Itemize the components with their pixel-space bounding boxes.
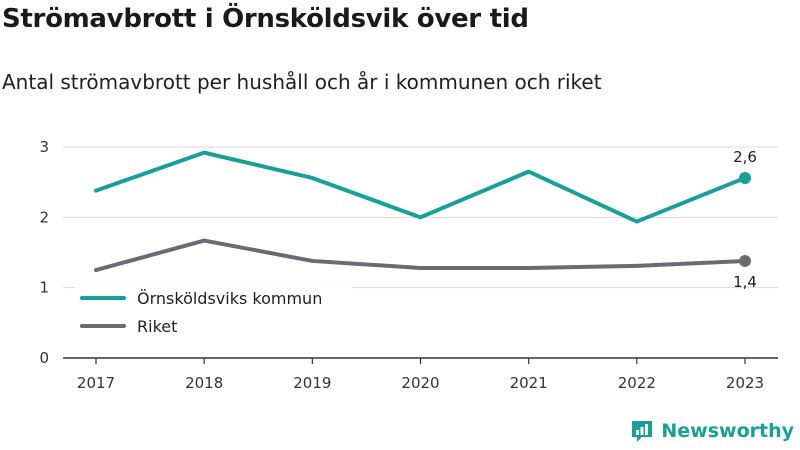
x-tick-label: 2021	[510, 374, 548, 392]
y-tick-label: 3	[39, 138, 49, 156]
data-label: 1,4	[733, 273, 757, 291]
legend-entry: Örnsköldsviks kommun	[137, 289, 322, 308]
x-tick-label: 2023	[726, 374, 764, 392]
series-line-ornskoldsvik	[94, 150, 747, 224]
x-tick-label: 2022	[618, 374, 656, 392]
newsworthy-logo-icon	[632, 421, 653, 442]
series-end-point	[739, 171, 751, 184]
legend-entry: Riket	[137, 317, 177, 336]
x-tick-label: 2018	[185, 374, 223, 392]
y-tick-label: 1	[39, 279, 49, 297]
x-tick-label: 2019	[293, 374, 331, 392]
chart-subtitle: Antal strömavbrott per hushåll och år i …	[2, 70, 602, 94]
x-tick-label: 2017	[77, 374, 115, 392]
chart-title: Strömavbrott i Örnsköldsvik över tid	[2, 4, 529, 34]
data-label: 2,6	[733, 148, 757, 166]
legend-background	[74, 283, 352, 343]
series-end-point	[739, 254, 751, 267]
series-line-riket	[94, 238, 747, 273]
brand-name: Newsworthy	[661, 420, 794, 442]
x-tick-label: 2020	[401, 374, 439, 392]
y-tick-label: 0	[39, 349, 49, 367]
brand-logo: Newsworthy	[629, 418, 794, 444]
y-tick-label: 2	[39, 208, 49, 226]
